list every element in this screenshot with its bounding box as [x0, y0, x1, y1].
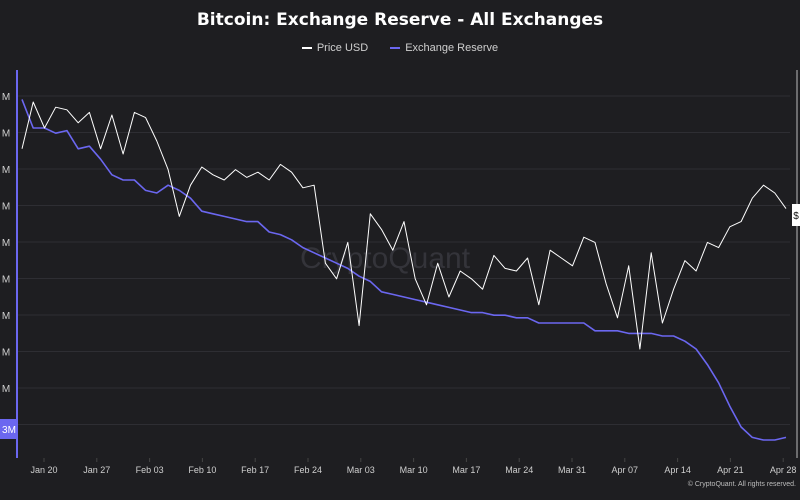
y-axis-left: MMMMMMMMMM: [2, 92, 10, 432]
legend-item-reserve[interactable]: Exchange Reserve: [390, 42, 498, 54]
x-tick-label: Jan 27: [83, 465, 110, 475]
x-tick-label: Apr 21: [717, 465, 744, 475]
footer-credit: © CryptoQuant. All rights reserved.: [687, 481, 796, 488]
y-right-current-badge: $: [792, 204, 800, 226]
legend-label-reserve: Exchange Reserve: [405, 42, 499, 54]
series-group: [21, 99, 787, 441]
y-right-current-label: $: [793, 211, 799, 222]
legend: Price USD Exchange Reserve: [0, 42, 800, 54]
y-tick-label: M: [2, 275, 10, 286]
watermark: CryptoQuant: [300, 242, 471, 275]
x-tick-label: Apr 28: [770, 465, 797, 475]
x-tick-label: Mar 24: [505, 465, 533, 475]
series-line-price: [21, 101, 787, 350]
x-tick-label: Apr 14: [664, 465, 691, 475]
x-tick-label: Mar 31: [558, 465, 586, 475]
x-axis: Jan 20 Jan 27 Feb 03 Feb 10 Feb 17 Feb 24 Mar …: [30, 458, 796, 475]
y-tick-label: M: [2, 311, 10, 322]
x-tick-label: Mar 10: [400, 465, 428, 475]
legend-item-price[interactable]: Price USD: [301, 42, 369, 54]
chart-title: Bitcoin: Exchange Reserve - All Exchange…: [196, 10, 604, 30]
x-tick-label: Feb 24: [294, 465, 322, 475]
legend-swatch-reserve: [390, 47, 401, 49]
x-tick-label: Apr 07: [612, 465, 639, 475]
series-line-exchange-reserve: [21, 99, 787, 441]
x-tick-label: Feb 03: [136, 465, 164, 475]
x-tick-label: Mar 17: [452, 465, 480, 475]
y-left-current-badge: 3M: [0, 419, 18, 439]
y-tick-label: M: [2, 165, 10, 176]
y-tick-label: M: [2, 202, 10, 213]
x-tick-label: Jan 20: [30, 465, 57, 475]
legend-label-price: Price USD: [316, 42, 369, 54]
y-left-current-label: 3M: [2, 425, 16, 436]
x-tick-label: Feb 10: [188, 465, 216, 475]
legend-swatch-price: [301, 47, 312, 49]
y-tick-label: M: [2, 238, 10, 249]
y-tick-label: M: [2, 384, 10, 395]
x-tick-label: Mar 03: [347, 465, 375, 475]
y-tick-label: M: [2, 129, 10, 140]
y-tick-label: M: [2, 92, 10, 103]
x-tick-label: Feb 17: [241, 465, 269, 475]
y-tick-label: M: [2, 348, 10, 359]
